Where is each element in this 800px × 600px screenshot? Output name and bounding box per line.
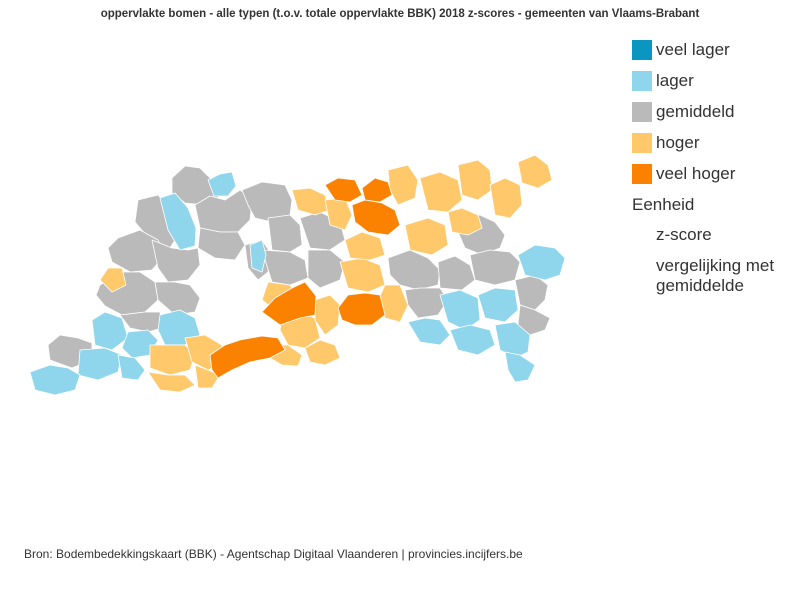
- legend-item-gemiddeld[interactable]: gemiddeld: [632, 96, 797, 127]
- municipality-region[interactable]: [337, 292, 386, 326]
- legend-label: veel lager: [656, 39, 730, 59]
- municipality-region[interactable]: [489, 177, 523, 219]
- choropleth-map[interactable]: [0, 0, 620, 600]
- municipality-region[interactable]: [314, 294, 341, 336]
- municipality-region[interactable]: [119, 311, 163, 333]
- legend: veel lager lager gemiddeld hoger veel ho…: [632, 34, 797, 296]
- unit-option-z-score[interactable]: z-score: [656, 225, 712, 244]
- municipality-region[interactable]: [457, 159, 493, 201]
- legend-swatch: [632, 39, 652, 60]
- legend-label: veel hoger: [656, 163, 736, 183]
- municipality-region[interactable]: [439, 289, 481, 331]
- municipality-region[interactable]: [404, 217, 449, 256]
- legend-swatch: [632, 70, 652, 91]
- municipality-region[interactable]: [449, 324, 496, 356]
- municipality-region[interactable]: [404, 287, 449, 319]
- municipality-region[interactable]: [261, 249, 309, 286]
- municipality-region[interactable]: [147, 371, 196, 393]
- municipality-region[interactable]: [517, 244, 566, 281]
- legend-item-hoger[interactable]: hoger: [632, 127, 797, 158]
- unit-option-comparison[interactable]: vergelijking met gemiddelde: [656, 256, 775, 295]
- region-group-gemiddeld: [47, 165, 551, 369]
- region-group-veel-hoger: [209, 177, 401, 379]
- municipality-region[interactable]: [117, 354, 146, 381]
- municipality-region[interactable]: [154, 281, 201, 316]
- municipality-region[interactable]: [387, 249, 441, 291]
- source-note: Bron: Bodembedekkingskaart (BBK) - Agent…: [24, 547, 523, 561]
- municipality-region[interactable]: [29, 364, 81, 396]
- municipality-region[interactable]: [291, 187, 331, 216]
- legend-label: lager: [656, 70, 694, 90]
- municipality-region[interactable]: [494, 321, 531, 359]
- municipality-region[interactable]: [387, 164, 419, 206]
- municipality-region[interactable]: [194, 364, 221, 389]
- municipality-region[interactable]: [351, 199, 401, 236]
- municipality-region[interactable]: [151, 239, 201, 283]
- municipality-region[interactable]: [209, 335, 286, 379]
- legend-label: hoger: [656, 132, 700, 152]
- unit-title: Eenheid: [632, 195, 695, 214]
- municipality-region[interactable]: [207, 171, 237, 197]
- legend-item-veel-lager[interactable]: veel lager: [632, 34, 797, 65]
- municipality-region[interactable]: [419, 171, 463, 213]
- legend-item-veel-hoger[interactable]: veel hoger: [632, 158, 797, 189]
- municipality-region[interactable]: [267, 214, 303, 253]
- municipality-region[interactable]: [107, 229, 166, 273]
- municipality-region[interactable]: [261, 281, 317, 326]
- municipality-region[interactable]: [197, 227, 246, 261]
- municipality-region[interactable]: [504, 351, 536, 383]
- municipality-region[interactable]: [469, 249, 521, 286]
- legend-swatch: [632, 163, 652, 184]
- municipality-region[interactable]: [159, 192, 197, 251]
- map-title: oppervlakte bomen - alle typen (t.o.v. t…: [100, 8, 700, 20]
- municipality-region[interactable]: [361, 177, 393, 203]
- municipality-region[interactable]: [249, 239, 267, 273]
- municipality-region[interactable]: [344, 231, 386, 261]
- municipality-region[interactable]: [339, 257, 386, 293]
- legend-swatch: [632, 101, 652, 122]
- municipality-region[interactable]: [447, 207, 483, 236]
- legend-item-lager[interactable]: lager: [632, 65, 797, 96]
- municipality-region[interactable]: [407, 317, 451, 346]
- region-group-lager: [29, 171, 566, 396]
- municipality-region[interactable]: [304, 339, 341, 366]
- municipality-region[interactable]: [517, 154, 553, 189]
- municipality-region[interactable]: [477, 287, 519, 323]
- legend-label: gemiddeld: [656, 101, 735, 121]
- legend-swatch: [632, 132, 652, 153]
- municipality-region[interactable]: [99, 267, 127, 293]
- municipality-region[interactable]: [324, 177, 363, 203]
- municipality-region[interactable]: [437, 255, 476, 291]
- municipality-region[interactable]: [307, 249, 346, 289]
- municipality-region[interactable]: [77, 347, 123, 381]
